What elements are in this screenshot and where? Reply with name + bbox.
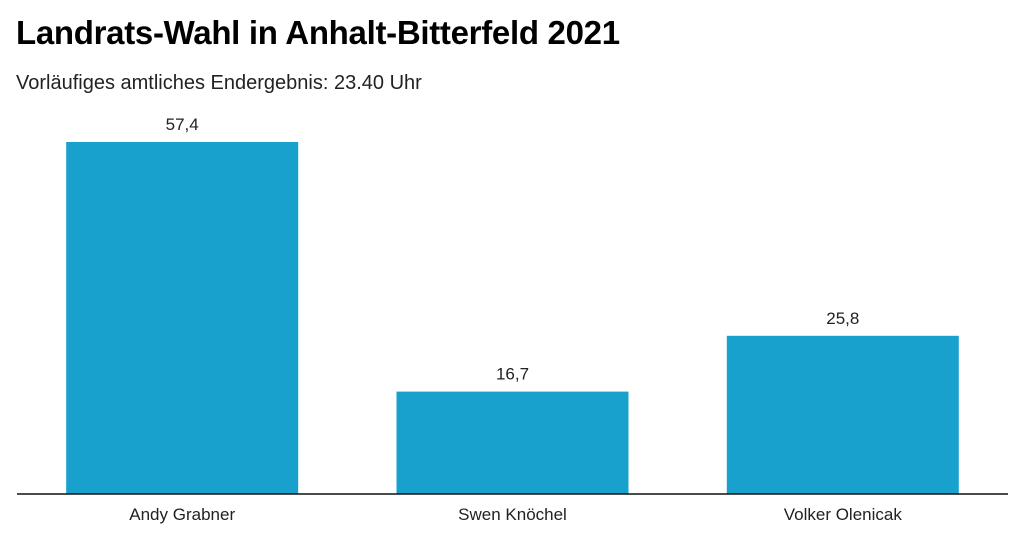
chart-title: Landrats-Wahl in Anhalt-Bitterfeld 2021 bbox=[16, 14, 620, 51]
data-label: 25,8 bbox=[826, 309, 859, 328]
bars-layer bbox=[66, 142, 959, 494]
bar-andy-grabner bbox=[66, 142, 299, 494]
category-tick-label: Swen Knöchel bbox=[458, 505, 567, 524]
labels-layer: 57,4 Andy Grabner 16,7 Swen Knöchel 25,8 Volk… bbox=[129, 115, 902, 524]
chart-subtitle: Vorläufiges amtliches Endergebnis: 23.40… bbox=[16, 72, 422, 94]
data-label: 57,4 bbox=[166, 115, 199, 134]
bar-volker-olenicak bbox=[726, 335, 959, 494]
bar-swen-kn-chel bbox=[396, 391, 629, 494]
category-tick-label: Andy Grabner bbox=[129, 505, 235, 524]
category-tick-label: Volker Olenicak bbox=[784, 505, 903, 524]
data-label: 16,7 bbox=[496, 365, 529, 384]
